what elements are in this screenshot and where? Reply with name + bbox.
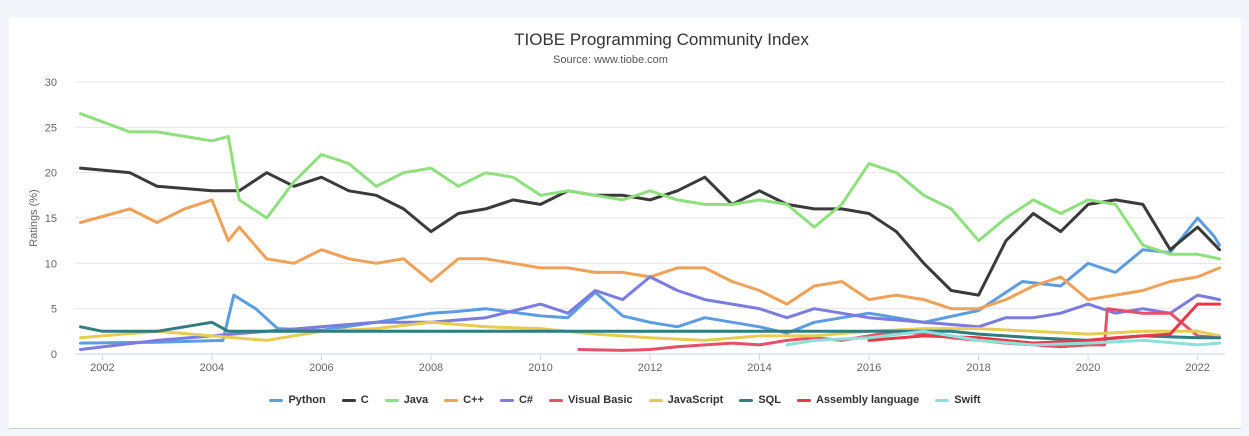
x-tick-label: 2004 xyxy=(200,362,224,374)
legend: Python C Java C++ C# Visual Basic JavaScript SQ… xyxy=(9,390,1241,410)
legend-swatch xyxy=(499,398,514,402)
y-tick-label: 10 xyxy=(45,258,57,270)
x-tick-label: 2002 xyxy=(90,362,114,374)
legend-swatch xyxy=(444,398,459,402)
series-line-java xyxy=(79,112,1221,261)
y-axis-label: Ratings (%) xyxy=(28,189,40,246)
legend-item-python[interactable]: Python xyxy=(269,394,326,406)
legend-swatch xyxy=(549,398,564,402)
legend-label: SQL xyxy=(758,394,781,406)
y-tick-label: 15 xyxy=(45,213,57,225)
chart-container: TIOBE Programming Community Index Source… xyxy=(9,18,1241,428)
legend-item-c[interactable]: C# xyxy=(499,394,534,406)
legend-label: C# xyxy=(518,394,534,406)
x-axis-ticks: 2002 2004 2006 2008 2010 2012 2014 2016 2018 2020… xyxy=(90,354,1210,374)
grid-lines xyxy=(75,81,1225,310)
x-tick-label: 2008 xyxy=(419,362,443,374)
y-tick-label: 5 xyxy=(51,304,57,316)
plot-area: 0 5 10 15 20 25 30 2002 2004 2006 2008 2010 2012 201… xyxy=(28,77,1225,374)
y-tick-label: 0 xyxy=(51,349,57,361)
x-tick-label: 2018 xyxy=(966,362,990,374)
series-line-swift xyxy=(785,329,1221,347)
x-tick-label: 2012 xyxy=(638,362,662,374)
x-tick-label: 2006 xyxy=(309,362,333,374)
legend-label: C++ xyxy=(463,394,484,406)
legend-item-sql[interactable]: SQL xyxy=(739,394,781,406)
legend-item-c[interactable]: C++ xyxy=(444,394,484,406)
legend-label: Assembly language xyxy=(815,394,920,406)
x-tick-label: 2022 xyxy=(1185,362,1209,374)
legend-label: Python xyxy=(288,394,326,406)
series-line-c xyxy=(79,198,1221,311)
legend-label: Swift xyxy=(954,394,981,406)
legend-label: Visual Basic xyxy=(568,394,633,406)
y-tick-label: 20 xyxy=(45,168,57,180)
series-lines xyxy=(79,112,1221,352)
legend-item-visual-basic[interactable]: Visual Basic xyxy=(549,394,633,406)
legend-label: JavaScript xyxy=(667,394,724,406)
series-line-javascript xyxy=(79,320,1221,342)
x-tick-label: 2016 xyxy=(857,362,881,374)
x-tick-label: 2010 xyxy=(528,362,552,374)
y-tick-label: 30 xyxy=(45,77,57,89)
x-tick-label: 2014 xyxy=(747,362,771,374)
series-line-c xyxy=(79,166,1221,297)
legend-swatch xyxy=(384,398,399,402)
chart-title: TIOBE Programming Community Index xyxy=(514,30,809,49)
legend-swatch xyxy=(269,398,284,402)
legend-item-assembly-language[interactable]: Assembly language xyxy=(796,394,920,406)
legend-item-c[interactable]: C xyxy=(341,394,369,406)
x-tick-label: 2020 xyxy=(1076,362,1100,374)
chart-subtitle: Source: www.tiobe.com xyxy=(553,54,668,66)
series-line-visual-basic xyxy=(577,307,1221,352)
bottom-divider xyxy=(9,428,1241,429)
legend-label: C xyxy=(360,394,369,406)
legend-swatch xyxy=(739,398,754,402)
legend-label: Java xyxy=(403,394,429,406)
legend-item-java[interactable]: Java xyxy=(384,394,429,406)
series-line-c xyxy=(79,275,1221,351)
legend-item-swift[interactable]: Swift xyxy=(935,394,981,406)
legend-swatch xyxy=(341,398,356,402)
legend-swatch xyxy=(796,398,811,402)
y-tick-label: 25 xyxy=(45,122,57,134)
legend-item-javascript[interactable]: JavaScript xyxy=(648,394,724,406)
legend-swatch xyxy=(648,398,663,402)
y-axis-ticks: 0 5 10 15 20 25 30 xyxy=(45,77,57,361)
legend-swatch xyxy=(935,398,950,402)
